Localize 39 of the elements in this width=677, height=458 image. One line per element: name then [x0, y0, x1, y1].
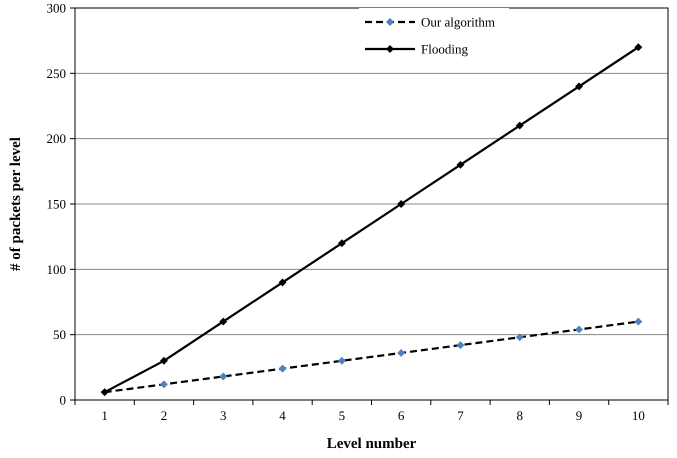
x-tick-label: 10 [632, 408, 645, 423]
y-tick-label: 300 [46, 0, 66, 16]
point [160, 380, 168, 388]
point [456, 341, 464, 350]
point [278, 278, 287, 286]
point [338, 239, 346, 248]
x-tick-label: 4 [279, 408, 286, 423]
legend-label: Flooding [421, 42, 468, 57]
point [278, 364, 287, 373]
x-tick-label: 7 [457, 408, 464, 423]
point [516, 122, 524, 130]
point [575, 325, 584, 334]
y-tick-label: 50 [53, 327, 66, 342]
y-axis-title: # of packets per level [8, 137, 24, 271]
point [160, 356, 168, 365]
x-tick-label: 9 [576, 408, 582, 423]
point [219, 372, 228, 380]
y-tick-label: 250 [46, 66, 66, 81]
x-tick-label: 5 [338, 408, 346, 423]
point [575, 82, 584, 90]
x-axis-title: Level number [326, 436, 417, 452]
point [456, 160, 464, 169]
legend-label: Our algorithm [421, 14, 496, 30]
point [634, 318, 642, 326]
point [397, 349, 406, 357]
y-tick-label: 100 [46, 262, 66, 277]
point [516, 333, 524, 342]
y-tick-label: 200 [46, 131, 66, 146]
point [219, 318, 228, 326]
x-tick-label: 3 [220, 408, 226, 423]
point [397, 200, 406, 208]
x-tick-label: 1 [101, 408, 108, 423]
y-tick-label: 150 [46, 196, 66, 212]
point [634, 43, 642, 52]
x-tick-label: 6 [398, 408, 405, 423]
point [338, 356, 346, 365]
x-tick-label: 2 [160, 408, 168, 423]
y-tick-label: 0 [60, 392, 66, 408]
x-tick-label: 8 [516, 408, 523, 423]
